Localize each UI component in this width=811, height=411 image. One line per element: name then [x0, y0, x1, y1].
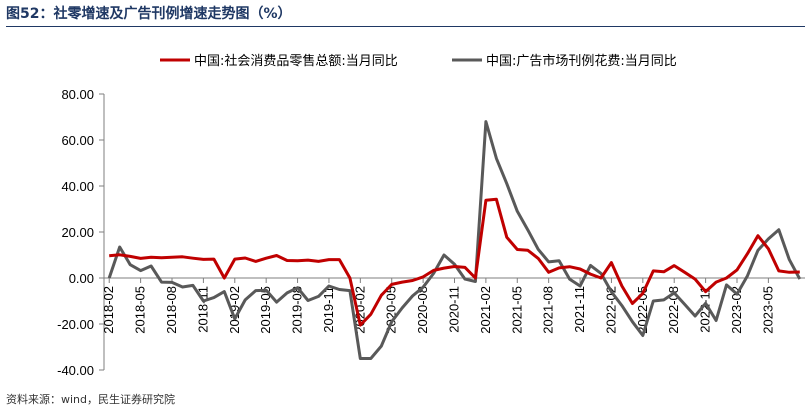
x-tick-label: 2019-11: [321, 286, 336, 333]
y-tick-label: 40.00: [61, 179, 94, 194]
y-tick-label: 80.00: [61, 87, 94, 102]
legend-label-2: 中国:广告市场刊例花费:当月同比: [486, 53, 677, 69]
figure-title: 图52：社零增速及广告刊例增速走势图（%）: [6, 6, 292, 22]
y-tick-label: -20.00: [57, 317, 94, 332]
x-tick-label: 2019-08: [290, 286, 305, 334]
x-tick-label: 2020-05: [384, 286, 399, 334]
series-line-1: [109, 197, 800, 327]
x-tick-label: 2022-11: [698, 286, 713, 333]
x-tick-label: 2019-05: [258, 286, 273, 334]
y-tick-label: 0.00: [69, 271, 94, 286]
x-tick-label: 2021-11: [572, 286, 587, 333]
x-tick-label: 2018-02: [101, 286, 116, 334]
x-tick-label: 2020-08: [415, 286, 430, 334]
x-tick-label: 2023-02: [729, 286, 744, 334]
x-tick-label: 2019-02: [227, 286, 242, 334]
x-tick-label: 2023-05: [760, 286, 775, 334]
series-line-2: [107, 120, 802, 360]
x-tick-label: 2021-08: [541, 286, 556, 334]
x-tick-label: 2021-02: [478, 286, 493, 334]
series-layer: [107, 120, 802, 360]
line-chart: 中国:社会消费品零售总额:当月同比 中国:广告市场刊例花费:当月同比 -40.00…: [57, 53, 805, 378]
x-tick-label: 2020-11: [447, 286, 462, 333]
legend-label-1: 中国:社会消费品零售总额:当月同比: [194, 53, 398, 69]
chart-legend: 中国:社会消费品零售总额:当月同比 中国:广告市场刊例花费:当月同比: [160, 53, 677, 69]
x-tick-label: 2021-05: [509, 286, 524, 334]
y-tick-label: 20.00: [61, 225, 94, 240]
x-axis: 2018-02 2018-05 2018-08 2018-11 2019-02 2019-…: [101, 277, 805, 334]
source-note: 资料来源：wind，民生证券研究院: [6, 393, 176, 406]
x-tick-label: 2018-08: [164, 286, 179, 334]
x-tick-label: 2018-11: [195, 286, 210, 333]
title-divider: [6, 26, 805, 27]
y-tick-label: 60.00: [61, 133, 94, 148]
y-axis: -40.00 -20.00 0.00 20.00 40.00 60.00 80.00: [57, 87, 105, 378]
y-tick-label: -40.00: [57, 363, 94, 378]
x-tick-label: 2018-05: [133, 286, 148, 334]
